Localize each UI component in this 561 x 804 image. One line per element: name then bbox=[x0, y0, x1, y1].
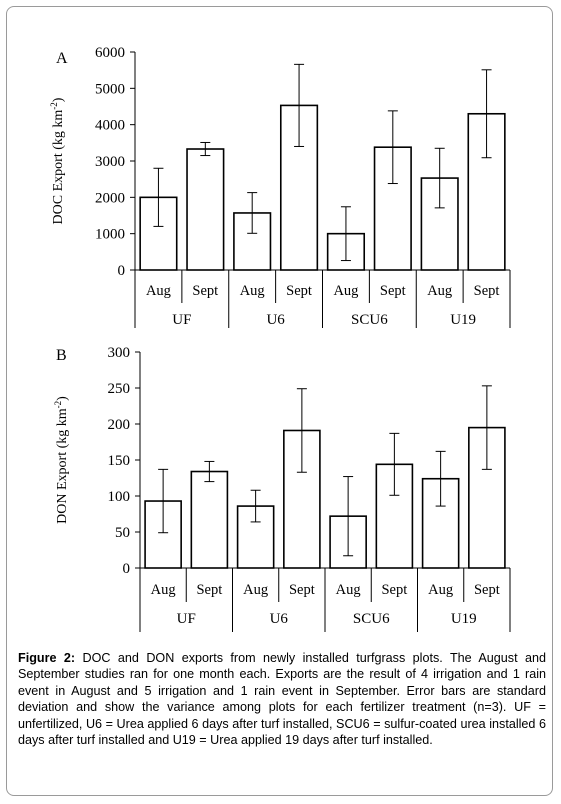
y-tick-label: 300 bbox=[108, 345, 131, 361]
y-tick-label: 150 bbox=[108, 453, 131, 469]
y-tick-label: 250 bbox=[108, 381, 131, 397]
figure-frame bbox=[6, 6, 553, 796]
x-group-label: U19 bbox=[450, 312, 476, 328]
x-group-label: U6 bbox=[270, 611, 289, 627]
chart-a: A DOC Export (kg km-2) 0 1000 2000 3000 4000 50… bbox=[49, 45, 511, 328]
x-tick-label: Aug bbox=[151, 582, 176, 598]
caption-text: DOC and DON exports from newly installed… bbox=[18, 651, 546, 748]
y-tick-label: 6000 bbox=[95, 45, 125, 61]
x-tick-label: Aug bbox=[240, 283, 265, 299]
x-group-label: SCU6 bbox=[353, 611, 390, 627]
y-tick-label: 100 bbox=[108, 489, 131, 505]
x-tick-label: Sept bbox=[196, 582, 222, 598]
x-group-label: UF bbox=[177, 611, 196, 627]
panel-label: B bbox=[56, 347, 67, 364]
x-tick-label: Sept bbox=[380, 283, 406, 299]
x-tick-label: Sept bbox=[474, 582, 500, 598]
caption-label: Figure 2: bbox=[18, 651, 76, 665]
panel-label: A bbox=[56, 50, 68, 67]
chart-b: B DON Export (kg km-2) 0 50 100 150 200 250 300 A… bbox=[53, 345, 511, 632]
y-tick-label: 5000 bbox=[95, 81, 125, 97]
y-tick-label: 0 bbox=[123, 561, 131, 577]
y-tick-label: 50 bbox=[115, 525, 130, 541]
x-tick-label: Aug bbox=[428, 582, 453, 598]
x-group-label: U6 bbox=[266, 312, 285, 328]
x-tick-label: Aug bbox=[336, 582, 361, 598]
x-tick-label: Sept bbox=[381, 582, 407, 598]
x-tick-label: Aug bbox=[333, 283, 358, 299]
bar bbox=[186, 148, 225, 271]
x-group-label: U19 bbox=[451, 611, 477, 627]
x-group-label: UF bbox=[172, 312, 191, 328]
x-tick-label: Sept bbox=[286, 283, 312, 299]
y-tick-label: 1000 bbox=[95, 227, 125, 243]
x-tick-label: Sept bbox=[289, 582, 315, 598]
y-tick-label: 200 bbox=[108, 417, 131, 433]
y-axis-label: DOC Export (kg km-2) bbox=[49, 97, 66, 224]
x-tick-label: Aug bbox=[243, 582, 268, 598]
y-tick-label: 4000 bbox=[95, 118, 125, 134]
x-tick-label: Aug bbox=[146, 283, 171, 299]
y-tick-label: 2000 bbox=[95, 190, 125, 206]
x-tick-label: Aug bbox=[427, 283, 452, 299]
x-tick-label: Sept bbox=[474, 283, 500, 299]
y-tick-label: 0 bbox=[118, 263, 126, 279]
x-tick-label: Sept bbox=[192, 283, 218, 299]
x-group-label: SCU6 bbox=[351, 312, 388, 328]
y-tick-label: 3000 bbox=[95, 154, 125, 170]
y-axis-label: DON Export (kg km-2) bbox=[53, 396, 70, 524]
bar bbox=[190, 470, 229, 569]
figure-caption: Figure 2: DOC and DON exports from newly… bbox=[18, 650, 546, 748]
